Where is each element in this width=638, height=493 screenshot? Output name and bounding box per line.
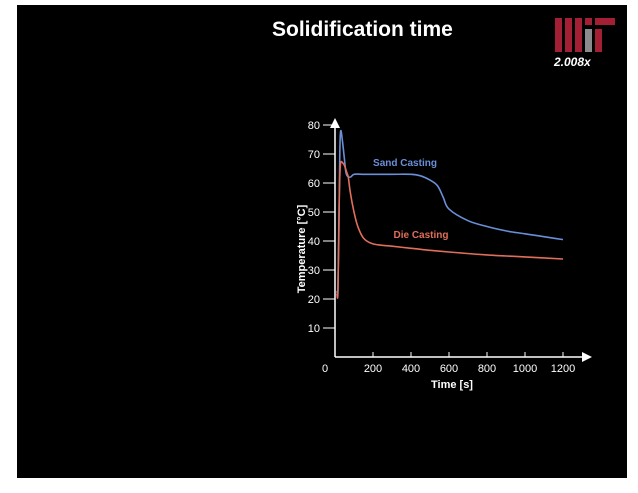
y-tick-label: 20	[308, 294, 320, 306]
y-tick-label: 40	[308, 236, 320, 248]
x-tick-label: 400	[402, 363, 420, 375]
chart-series-lines	[336, 129, 564, 299]
series-line-sand-casting	[336, 129, 564, 295]
slide-title: Solidification time	[272, 18, 453, 41]
mit-logo-bar-3	[575, 18, 582, 52]
y-axis-label: Temperature [°C]	[296, 204, 308, 293]
y-axis-arrow	[330, 118, 340, 128]
chart-labels: Time [s] Temperature [°C] Sand Casting D…	[296, 158, 473, 391]
y-tick-label: 50	[308, 207, 320, 219]
x-axis-label: Time [s]	[431, 379, 473, 391]
mit-logo-bar-5	[595, 29, 602, 52]
series-label-die-casting: Die Casting	[393, 230, 448, 241]
mit-logo-dot	[585, 18, 592, 25]
x-tick-label: 800	[478, 363, 496, 375]
series-label-sand-casting: Sand Casting	[373, 158, 437, 169]
y-tick-label: 80	[308, 120, 320, 132]
series-line-die-casting	[336, 160, 564, 299]
y-tick-label: 70	[308, 149, 320, 161]
mit-logo-bar-4	[585, 29, 592, 52]
x-tick-label: 1000	[513, 363, 537, 375]
course-code: 2.008x	[554, 55, 591, 69]
y-tick-label: 60	[308, 178, 320, 190]
y-tick-label: 10	[308, 323, 320, 335]
x-axis-arrow	[582, 352, 592, 362]
x-tick-label: 1200	[551, 363, 575, 375]
mit-logo-bar-1	[555, 18, 562, 52]
mit-logo-bar-2	[565, 18, 572, 52]
x-tick-label: 0	[322, 363, 328, 375]
slide-background	[17, 5, 627, 478]
x-tick-label: 200	[364, 363, 382, 375]
chart-axes	[330, 118, 592, 362]
mit-logo	[555, 18, 615, 52]
y-tick-label: 30	[308, 265, 320, 277]
mit-logo-t-top	[595, 18, 615, 25]
x-tick-label: 600	[440, 363, 458, 375]
